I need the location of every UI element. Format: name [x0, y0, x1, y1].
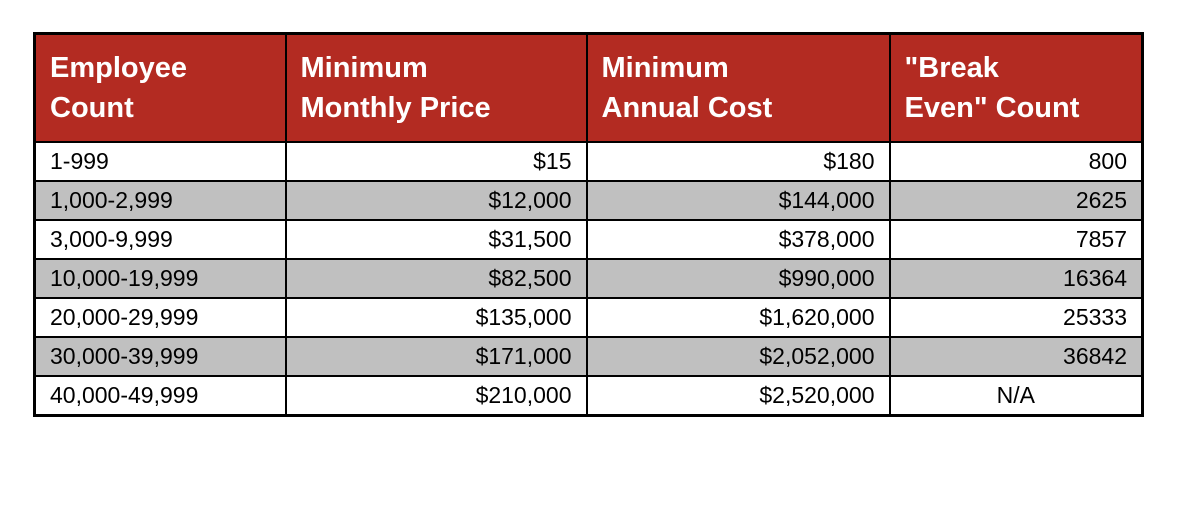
header-line: Count: [50, 92, 134, 124]
table-cell-break-even: 2625: [888, 180, 1144, 221]
table-cell-annual-cost: $180: [585, 141, 891, 182]
header-line: Even" Count: [904, 92, 1080, 124]
table-cell-monthly-price: $82,500: [284, 258, 588, 299]
header-cell-minimum-monthly-price: Minimum Monthly Price: [284, 32, 588, 143]
header-line: Minimum: [601, 52, 729, 84]
header-line: Monthly Price: [300, 92, 491, 124]
table-cell-break-even: 16364: [888, 258, 1144, 299]
header-line: "Break: [904, 52, 999, 84]
header-cell-employee-count: Employee Count: [33, 32, 287, 143]
table-cell-employee-count: 10,000-19,999: [33, 258, 287, 299]
table-row: 3,000-9,999 $31,500 $378,000 7857: [33, 219, 1144, 260]
header-line: Annual Cost: [601, 92, 773, 124]
table-cell-annual-cost: $378,000: [585, 219, 891, 260]
table-cell-employee-count: 40,000-49,999: [33, 375, 287, 417]
table-cell-employee-count: 30,000-39,999: [33, 336, 287, 377]
header-line: Minimum: [300, 52, 428, 84]
table-cell-monthly-price: $171,000: [284, 336, 588, 377]
header-cell-minimum-annual-cost: Minimum Annual Cost: [585, 32, 891, 143]
table-row: 40,000-49,999 $210,000 $2,520,000 N/A: [33, 375, 1144, 417]
header-line: Employee: [50, 52, 187, 84]
table-cell-monthly-price: $31,500: [284, 219, 588, 260]
header-row: Employee Count Minimum Monthly Price Min…: [33, 32, 1144, 143]
table-cell-break-even: 7857: [888, 219, 1144, 260]
table-cell-employee-count: 1-999: [33, 141, 287, 182]
table-row: 20,000-29,999 $135,000 $1,620,000 25333: [33, 297, 1144, 338]
table-cell-monthly-price: $12,000: [284, 180, 588, 221]
header-cell-break-even-count: "Break Even" Count: [888, 32, 1144, 143]
table-cell-annual-cost: $990,000: [585, 258, 891, 299]
table-cell-monthly-price: $15: [284, 141, 588, 182]
table-cell-monthly-price: $135,000: [284, 297, 588, 338]
table-cell-annual-cost: $2,520,000: [585, 375, 891, 417]
table-cell-monthly-price: $210,000: [284, 375, 588, 417]
table-cell-break-even: N/A: [888, 375, 1144, 417]
table-cell-employee-count: 3,000-9,999: [33, 219, 287, 260]
table-row: 1,000-2,999 $12,000 $144,000 2625: [33, 180, 1144, 221]
table-cell-annual-cost: $2,052,000: [585, 336, 891, 377]
table-cell-break-even: 800: [888, 141, 1144, 182]
table-row: 1-999 $15 $180 800: [33, 141, 1144, 182]
table-cell-annual-cost: $144,000: [585, 180, 891, 221]
table-cell-break-even: 36842: [888, 336, 1144, 377]
table-row: 10,000-19,999 $82,500 $990,000 16364: [33, 258, 1144, 299]
table-cell-annual-cost: $1,620,000: [585, 297, 891, 338]
table-cell-break-even: 25333: [888, 297, 1144, 338]
pricing-table: Employee Count Minimum Monthly Price Min…: [33, 32, 1144, 417]
table-row: 30,000-39,999 $171,000 $2,052,000 36842: [33, 336, 1144, 377]
table-cell-employee-count: 1,000-2,999: [33, 180, 287, 221]
table-cell-employee-count: 20,000-29,999: [33, 297, 287, 338]
